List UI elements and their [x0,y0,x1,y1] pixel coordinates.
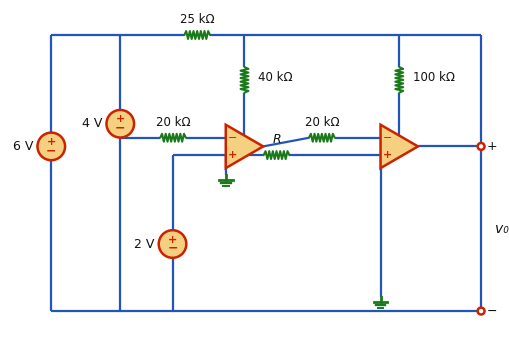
Text: −: − [46,144,56,157]
Text: 2 V: 2 V [134,238,155,251]
Circle shape [477,143,485,150]
Text: R: R [272,133,281,146]
Text: 20 kΩ: 20 kΩ [156,116,190,129]
Text: −: − [383,133,392,143]
Text: +: + [116,114,125,124]
Text: 25 kΩ: 25 kΩ [180,13,214,26]
Circle shape [159,230,186,258]
Circle shape [477,307,485,314]
Text: −: − [228,133,237,143]
Text: −: − [115,122,126,135]
Text: 6 V: 6 V [13,140,34,153]
Circle shape [38,133,65,160]
Text: 40 kΩ: 40 kΩ [258,71,293,84]
Polygon shape [226,125,263,168]
Text: +: + [383,150,392,160]
Circle shape [106,110,134,138]
Text: −: − [167,242,178,255]
Text: 20 kΩ: 20 kΩ [304,116,339,129]
Text: +: + [47,137,56,147]
Text: 4 V: 4 V [82,117,102,130]
Text: 100 kΩ: 100 kΩ [413,71,455,84]
Text: +: + [168,234,177,245]
Text: −: − [487,305,497,318]
Text: +: + [487,140,498,153]
Text: v₀: v₀ [495,222,509,236]
Polygon shape [381,125,418,168]
Text: +: + [228,150,237,160]
